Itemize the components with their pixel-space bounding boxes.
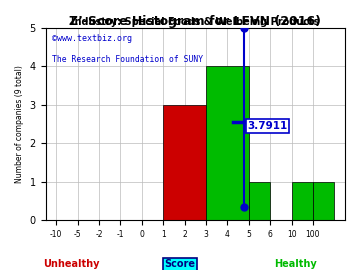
Text: Unhealthy: Unhealthy (43, 259, 100, 269)
Text: Industry: Special Foods & Welbeing Products: Industry: Special Foods & Welbeing Produ… (71, 17, 319, 27)
Bar (292, 182, 313, 220)
Title: Z’-Score Histogram for LFVN (2016): Z’-Score Histogram for LFVN (2016) (69, 15, 321, 28)
Bar (313, 182, 334, 220)
Text: Score: Score (165, 259, 195, 269)
Text: The Research Foundation of SUNY: The Research Foundation of SUNY (51, 55, 203, 64)
Bar (249, 182, 270, 220)
Text: ©www.textbiz.org: ©www.textbiz.org (51, 34, 131, 43)
Bar (163, 105, 206, 220)
Text: 3.7911: 3.7911 (247, 121, 288, 131)
Bar (206, 66, 249, 220)
Text: Healthy: Healthy (274, 259, 317, 269)
Y-axis label: Number of companies (9 total): Number of companies (9 total) (15, 65, 24, 183)
